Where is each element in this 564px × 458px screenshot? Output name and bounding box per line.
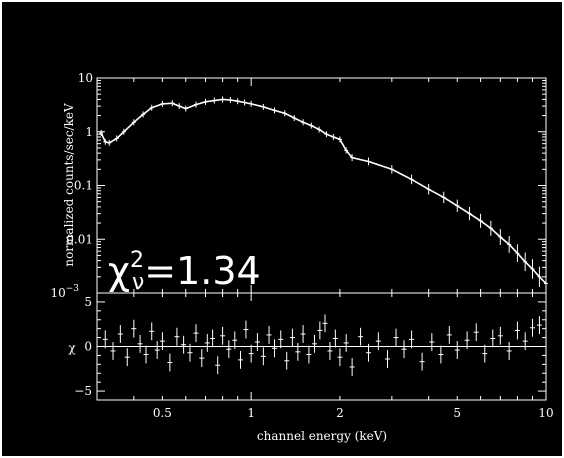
x-tick-label: 10: [538, 406, 553, 420]
x-tick-label: 1: [247, 406, 255, 420]
residual-y-axis-label: χ: [68, 341, 76, 355]
residual-y-tick-labels: 5 0 −5: [74, 295, 92, 398]
x-tick-label: 0.5: [153, 406, 172, 420]
y-tick-label: −5: [74, 384, 92, 398]
chi-symbol: χ: [108, 249, 130, 293]
spectrum-y-tick-labels: 10−3 0.01 0.1 1 10: [50, 71, 93, 300]
x-tick-labels: 0.5 1 2 5 10: [153, 406, 554, 420]
y-tick-label: 10−3: [50, 284, 79, 300]
y-tick-label: 10: [78, 71, 93, 85]
chi-subscript: ν: [132, 270, 144, 295]
y-tick-label: 0.01: [66, 232, 93, 246]
y-tick-label: 0: [84, 340, 92, 354]
y-tick-label: 0.1: [74, 179, 93, 193]
chi-squared-annotation: χ2 ν=1.34: [108, 248, 261, 295]
spectrum-ticks: [96, 77, 547, 294]
x-axis-label: channel energy (keV): [257, 429, 387, 443]
chi-value: =1.34: [144, 249, 260, 293]
x-tick-label: 5: [453, 406, 461, 420]
residual-ticks: [96, 293, 547, 400]
y-tick-label: 1: [85, 125, 93, 139]
spectrum-model-line: [100, 98, 547, 285]
spectrum-panel: 10−3 0.01 0.1 1 10 normalized counts/sec/keV…: [50, 71, 548, 300]
chi-superscript: 2: [130, 248, 144, 273]
residual-series: [102, 314, 542, 376]
y-tick-label: 5: [84, 295, 92, 309]
x-tick-label: 2: [336, 406, 344, 420]
spectrum-series: [99, 96, 548, 295]
residual-panel: 5 0 −5 χ: [68, 292, 547, 401]
spectrum-y-axis-label: normalized counts/sec/keV: [62, 103, 76, 267]
